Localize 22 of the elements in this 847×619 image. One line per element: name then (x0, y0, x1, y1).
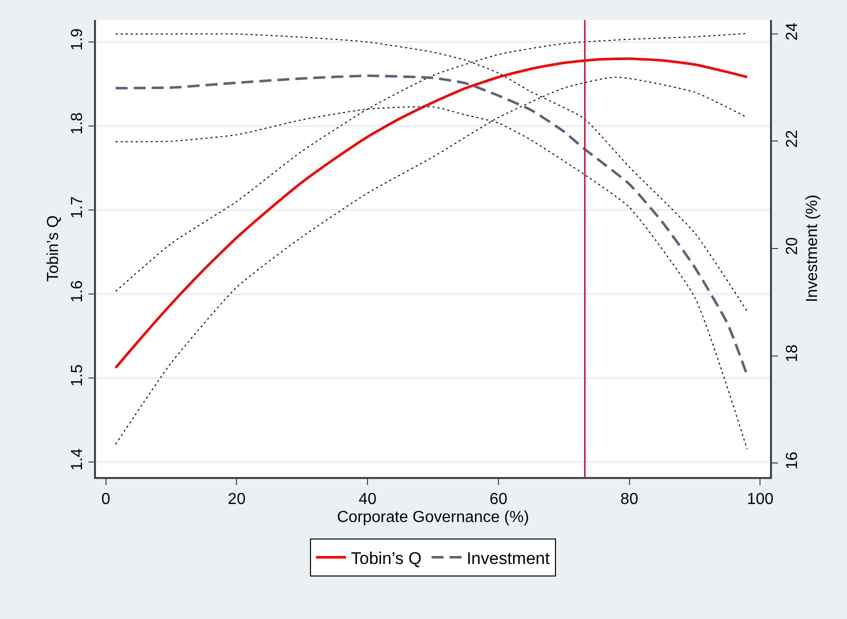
y2-tick-label: 20 (784, 237, 801, 255)
y2-tick-label: 18 (784, 344, 801, 362)
x-axis-title: Corporate Governance (%) (336, 509, 530, 526)
x-tick-label: 20 (228, 490, 246, 508)
y2-tick-label: 16 (784, 452, 801, 470)
y-tick-label: 1.6 (68, 280, 86, 303)
legend-label: Tobin’s Q (351, 548, 422, 568)
legend-label: Investment (466, 548, 550, 568)
y2-tick-label: 24 (784, 22, 801, 40)
x-tick-label: 80 (620, 490, 638, 508)
y-tick-label: 1.5 (68, 364, 86, 387)
y-tick-label: 1.7 (68, 196, 86, 219)
y2-tick-label: 22 (784, 130, 801, 148)
y-tick-label: 1.4 (68, 448, 86, 471)
x-tick-label: 0 (101, 490, 110, 508)
x-tick-label: 60 (490, 490, 508, 508)
y-tick-label: 1.8 (68, 112, 86, 135)
x-tick-label: 100 (746, 490, 774, 508)
y-axis-title: Tobin’s Q (45, 215, 62, 282)
y-tick-label: 1.9 (68, 28, 86, 51)
y2-axis-title: Investment (%) (804, 194, 822, 302)
x-tick-label: 40 (358, 490, 377, 508)
